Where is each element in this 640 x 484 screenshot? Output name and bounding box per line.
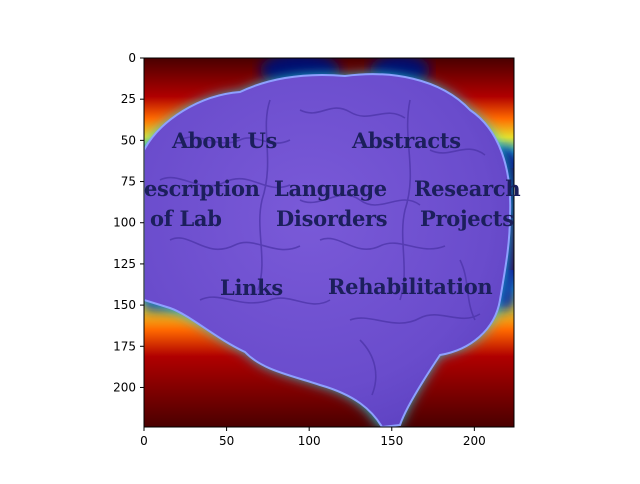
rehabilitation-link[interactable]: Rehabilitation — [328, 274, 493, 299]
abstracts-link[interactable]: Abstracts — [352, 128, 461, 153]
x-tick-label: 0 — [140, 434, 148, 448]
y-tick-label: 0 — [128, 51, 136, 65]
brain-overlay — [144, 73, 512, 427]
y-tick-label: 75 — [121, 175, 136, 189]
heatmap-image — [144, 58, 514, 427]
y-tick-label: 150 — [113, 298, 136, 312]
x-tick-label: 150 — [380, 434, 403, 448]
y-tick-label: 50 — [121, 133, 136, 147]
axes-frame — [143, 57, 515, 428]
x-tick-label: 200 — [463, 434, 486, 448]
description-of-lab-link-line1[interactable]: escription — [144, 176, 260, 201]
research-projects-link-line2[interactable]: Projects — [420, 206, 514, 231]
x-axis: 0 50 100 150 200 — [140, 427, 486, 448]
y-tick-label: 175 — [113, 339, 136, 353]
brain-folds — [159, 99, 486, 396]
language-disorders-link-line2[interactable]: Disorders — [276, 206, 388, 231]
about-us-link[interactable]: About Us — [172, 128, 277, 153]
links-link[interactable]: Links — [220, 275, 283, 300]
x-tick-label: 50 — [219, 434, 234, 448]
description-of-lab-link-line2[interactable]: of Lab — [150, 206, 222, 231]
y-tick-label: 200 — [113, 380, 136, 394]
research-projects-link-line1[interactable]: Research — [414, 176, 521, 201]
y-tick-label: 25 — [121, 92, 136, 106]
x-tick-label: 100 — [298, 434, 321, 448]
y-tick-label: 125 — [113, 257, 136, 271]
language-disorders-link-line1[interactable]: Language — [274, 176, 387, 201]
y-axis: 0 25 50 75 100 125 150 175 200 — [113, 51, 144, 394]
y-tick-label: 100 — [113, 216, 136, 230]
